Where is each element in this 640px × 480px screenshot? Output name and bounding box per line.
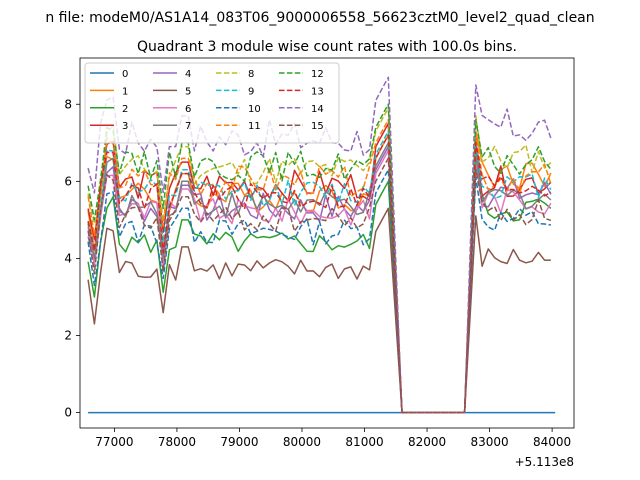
x-tick-label: 77000 [95, 435, 133, 449]
legend-label-3: 3 [122, 121, 128, 132]
x-tick-label: 81000 [345, 435, 383, 449]
legend-label-7: 7 [185, 121, 191, 132]
y-tick-label: 0 [64, 406, 72, 420]
x-tick-label: 84000 [533, 435, 571, 449]
legend-label-13: 13 [311, 86, 324, 97]
series-line-11 [87, 118, 552, 414]
x-offset-label: +5.113e8 [515, 455, 574, 469]
series-line-13 [87, 134, 552, 414]
legend-label-15: 15 [311, 121, 324, 132]
legend-label-10: 10 [248, 104, 261, 115]
legend-label-0: 0 [122, 69, 128, 80]
x-tick-label: 82000 [408, 435, 446, 449]
x-tick-label: 83000 [470, 435, 508, 449]
legend-label-9: 9 [248, 86, 254, 97]
y-tick-label: 4 [64, 251, 72, 265]
legend-label-5: 5 [185, 86, 191, 97]
legend-label-12: 12 [311, 69, 324, 80]
series-line-9 [87, 130, 552, 414]
x-tick-label: 80000 [283, 435, 321, 449]
x-axis: 77000 78000 79000 80000 81000 82000 83000 84000 [95, 428, 571, 449]
y-tick-label: 6 [64, 174, 72, 188]
series-line-5 [87, 207, 551, 414]
legend-label-1: 1 [122, 86, 128, 97]
y-tick-label: 2 [64, 329, 72, 343]
legend-label-14: 14 [311, 104, 324, 115]
legend-box [84, 62, 340, 144]
series-line-7 [87, 142, 552, 414]
plot-frame [79, 57, 575, 429]
series-line-3 [87, 122, 552, 414]
chart-title: Quadrant 3 module wise count rates with … [137, 39, 517, 55]
legend-label-6: 6 [185, 104, 191, 115]
x-tick-label: 78000 [158, 435, 196, 449]
legend-label-4: 4 [185, 69, 191, 80]
legend-label-8: 8 [248, 69, 254, 80]
legend-label-2: 2 [122, 104, 128, 115]
series-line-12 [87, 103, 552, 414]
suptitle: n file: modeM0/AS1A14_083T06_9000006558_… [45, 10, 594, 26]
y-tick-label: 8 [64, 97, 72, 111]
series-line-6 [87, 149, 552, 414]
series-line-15 [87, 157, 552, 414]
legend-label-11: 11 [248, 121, 261, 132]
y-axis: 0 2 4 6 8 [64, 97, 80, 420]
x-tick-label: 79000 [220, 435, 258, 449]
series-line-10 [87, 169, 552, 414]
